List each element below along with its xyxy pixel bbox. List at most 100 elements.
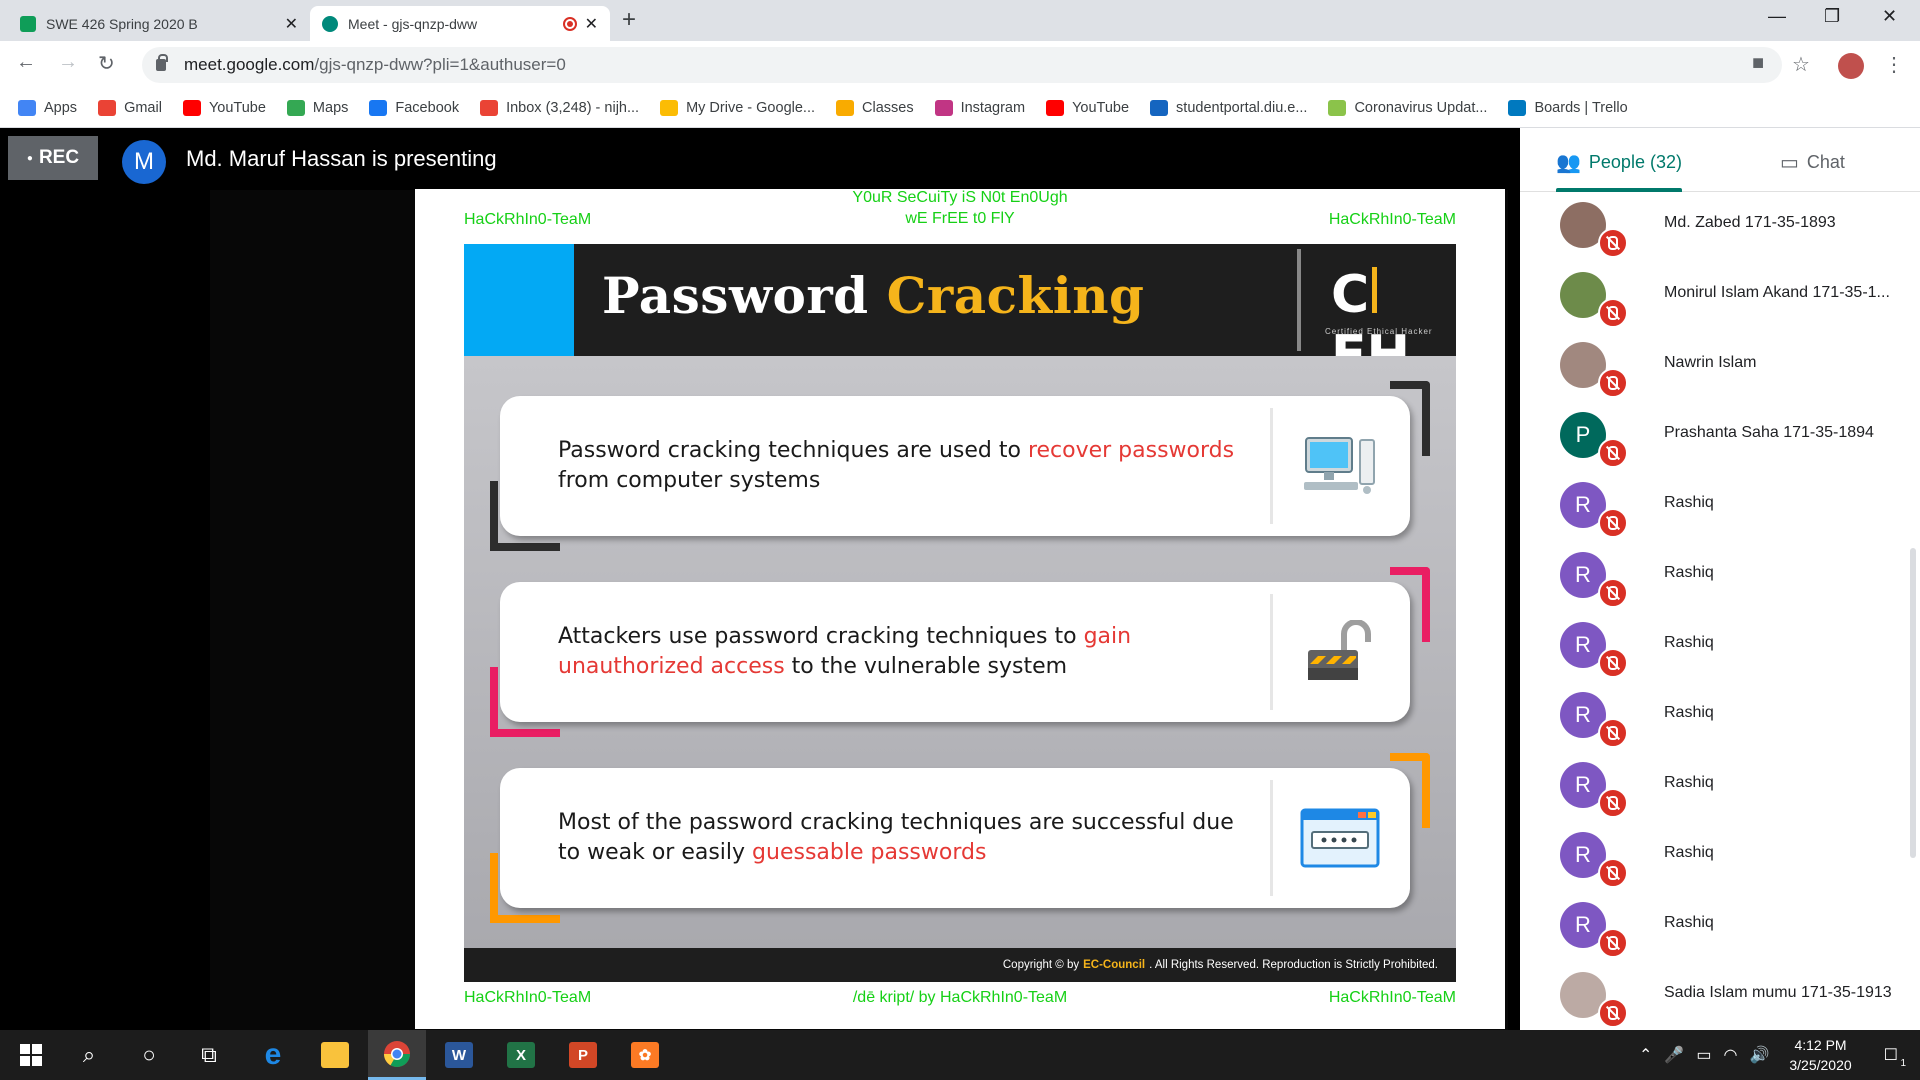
card-bracket bbox=[490, 481, 560, 551]
apps-grid-icon bbox=[18, 99, 36, 116]
tab-swe-426[interactable]: SWE 426 Spring 2020 B ✕ bbox=[8, 6, 310, 41]
edge-icon[interactable]: e bbox=[264, 1038, 282, 1071]
youtube-icon bbox=[1046, 99, 1065, 116]
forward-arrow-icon[interactable]: → bbox=[58, 51, 78, 73]
slide-body: Password cracking techniques are used to… bbox=[464, 356, 1456, 948]
word-icon[interactable]: W bbox=[430, 1030, 488, 1080]
mic-muted-icon bbox=[1598, 508, 1628, 538]
banner-accent-block bbox=[464, 244, 574, 356]
participant-name: Md. Zabed 171-35-1893 bbox=[1664, 214, 1836, 231]
bookmark-item[interactable]: YouTube bbox=[182, 99, 266, 116]
volume-icon[interactable]: 🔊 bbox=[1749, 1047, 1770, 1064]
close-tab-icon[interactable]: ✕ bbox=[284, 15, 298, 33]
panel-scrollbar[interactable] bbox=[1910, 548, 1916, 858]
cortana-icon[interactable]: ○ bbox=[142, 1042, 156, 1067]
watermark-top-left: HaCkRhIn0-TeaM bbox=[464, 211, 592, 228]
wifi-icon[interactable]: ◠ bbox=[1723, 1047, 1738, 1064]
mic-muted-icon bbox=[1598, 788, 1628, 818]
participant-name: Prashanta Saha 171-35-1894 bbox=[1664, 424, 1874, 441]
bookmark-item[interactable]: Coronavirus Updat... bbox=[1328, 99, 1487, 116]
back-arrow-icon[interactable]: ← bbox=[16, 51, 36, 73]
battery-icon[interactable]: ▭ bbox=[1696, 1047, 1712, 1064]
participant-row[interactable]: R Rashiq bbox=[1520, 682, 1920, 752]
card-text: Most of the password cracking techniques… bbox=[558, 810, 1234, 865]
participant-row[interactable]: R Rashiq bbox=[1520, 542, 1920, 612]
card-text: Attackers use password cracking techniqu… bbox=[558, 624, 1132, 679]
chrome-icon[interactable] bbox=[368, 1030, 426, 1080]
bookmark-item[interactable]: Classes bbox=[836, 99, 914, 116]
windows-logo-icon bbox=[20, 1044, 42, 1066]
powerpoint-icon[interactable]: P bbox=[554, 1030, 612, 1080]
bookmark-item[interactable]: Apps bbox=[18, 99, 77, 116]
restore-button[interactable]: ❐ bbox=[1824, 6, 1841, 26]
mic-muted-icon bbox=[1598, 928, 1628, 958]
facebook-icon bbox=[369, 99, 388, 116]
tab-title: SWE 426 Spring 2020 B bbox=[46, 15, 198, 32]
reload-icon[interactable]: ↻ bbox=[98, 53, 115, 75]
url-text: meet.google.com/gjs-qnzp-dww?pli=1&authu… bbox=[184, 55, 566, 74]
task-view-icon[interactable]: ⧉ bbox=[201, 1042, 217, 1067]
bookmark-star-icon[interactable]: ☆ bbox=[1792, 54, 1810, 76]
profile-avatar[interactable] bbox=[1838, 53, 1864, 79]
bookmark-item[interactable]: Gmail bbox=[98, 99, 162, 116]
participant-row[interactable]: R Rashiq bbox=[1520, 472, 1920, 542]
classroom-icon bbox=[20, 15, 36, 32]
bookmark-item[interactable]: YouTube bbox=[1046, 99, 1129, 116]
minimize-button[interactable]: — bbox=[1768, 6, 1786, 26]
watermark-top-right: HaCkRhIn0-TeaM bbox=[1328, 211, 1456, 228]
excel-icon[interactable]: X bbox=[492, 1030, 550, 1080]
bookmark-item[interactable]: Maps bbox=[286, 99, 348, 116]
watermark-bottom-center: /dē kript/ by HaCkRhIn0-TeaM bbox=[852, 989, 1068, 1006]
bookmark-item[interactable]: studentportal.diu.e... bbox=[1150, 99, 1307, 116]
new-tab-button[interactable]: + bbox=[622, 6, 637, 33]
chevron-up-icon[interactable]: ⌃ bbox=[1639, 1047, 1653, 1064]
portal-icon bbox=[1150, 99, 1169, 116]
close-tab-icon[interactable]: ✕ bbox=[584, 15, 598, 33]
participant-row[interactable]: P Prashanta Saha 171-35-1894 bbox=[1520, 402, 1920, 472]
bookmark-item[interactable]: My Drive - Google... bbox=[660, 99, 815, 116]
tab-meet[interactable]: Meet - gjs-qnzp-dww ✕ bbox=[310, 6, 610, 41]
participant-name: Rashiq bbox=[1664, 844, 1714, 861]
camera-icon[interactable]: ■ bbox=[1752, 52, 1765, 74]
participant-row[interactable]: R Rashiq bbox=[1520, 752, 1920, 822]
meet-icon bbox=[322, 15, 338, 32]
tab-people[interactable]: 👥 People (32) bbox=[1556, 152, 1682, 174]
tab-chat[interactable]: ▭ Chat bbox=[1780, 152, 1845, 174]
participant-row[interactable]: Sadia Islam mumu 171-35-1913 bbox=[1520, 962, 1920, 1030]
participant-avatar: R bbox=[1560, 692, 1606, 738]
xampp-icon[interactable]: ✿ bbox=[616, 1030, 674, 1080]
close-window-button[interactable]: ✕ bbox=[1882, 6, 1898, 26]
mic-muted-icon bbox=[1598, 578, 1628, 608]
microphone-icon[interactable]: 🎤 bbox=[1664, 1047, 1685, 1064]
computer-icon bbox=[1304, 437, 1375, 494]
participant-row[interactable]: R Rashiq bbox=[1520, 892, 1920, 962]
mic-muted-icon bbox=[1598, 718, 1628, 748]
participant-row[interactable]: Monirul Islam Akand 171-35-1... bbox=[1520, 262, 1920, 332]
participant-row[interactable]: R Rashiq bbox=[1520, 612, 1920, 682]
address-bar[interactable]: meet.google.com/gjs-qnzp-dww?pli=1&authu… bbox=[142, 47, 1782, 83]
participant-avatar: P bbox=[1560, 412, 1606, 458]
browser-toolbar: ← → ↻ meet.google.com/gjs-qnzp-dww?pli=1… bbox=[0, 41, 1920, 88]
bookmark-item[interactable]: Boards | Trello bbox=[1508, 99, 1628, 116]
card-bracket bbox=[490, 853, 560, 923]
search-icon[interactable]: ⌕ bbox=[82, 1042, 96, 1067]
clock[interactable]: 4:12 PM 3/25/2020 bbox=[1789, 1037, 1852, 1073]
card-bracket bbox=[1390, 567, 1430, 642]
participant-row[interactable]: R Rashiq bbox=[1520, 822, 1920, 892]
presentation-slide: HaCkRhIn0-TeaM Y0uR SeCuiTy iS N0t En0Ug… bbox=[415, 189, 1505, 1029]
participant-row[interactable]: Md. Zabed 171-35-1893 bbox=[1520, 192, 1920, 262]
bookmark-item[interactable]: Facebook bbox=[369, 99, 459, 116]
menu-dots-icon[interactable]: ⋮ bbox=[1884, 54, 1904, 76]
card-bracket bbox=[1390, 381, 1430, 456]
presenting-status: Md. Maruf Hassan is presenting bbox=[186, 146, 497, 171]
watermark-top-center-line2: wE FrEE t0 FlY bbox=[905, 210, 1015, 227]
meet-side-panel: 👥 People (32) ▭ Chat Md. Zabed 171-35-18… bbox=[1520, 128, 1920, 1030]
slide-card-recover: Password cracking techniques are used to… bbox=[490, 381, 1430, 551]
participant-row[interactable]: Nawrin Islam bbox=[1520, 332, 1920, 402]
notifications-icon[interactable]: ☐ 1 bbox=[1883, 1047, 1906, 1069]
bookmark-item[interactable]: Instagram bbox=[934, 99, 1025, 116]
start-button[interactable] bbox=[2, 1030, 60, 1080]
bookmark-item[interactable]: Inbox (3,248) - nijh... bbox=[480, 99, 639, 116]
mic-muted-icon bbox=[1598, 228, 1628, 258]
file-explorer-icon[interactable] bbox=[306, 1030, 364, 1080]
